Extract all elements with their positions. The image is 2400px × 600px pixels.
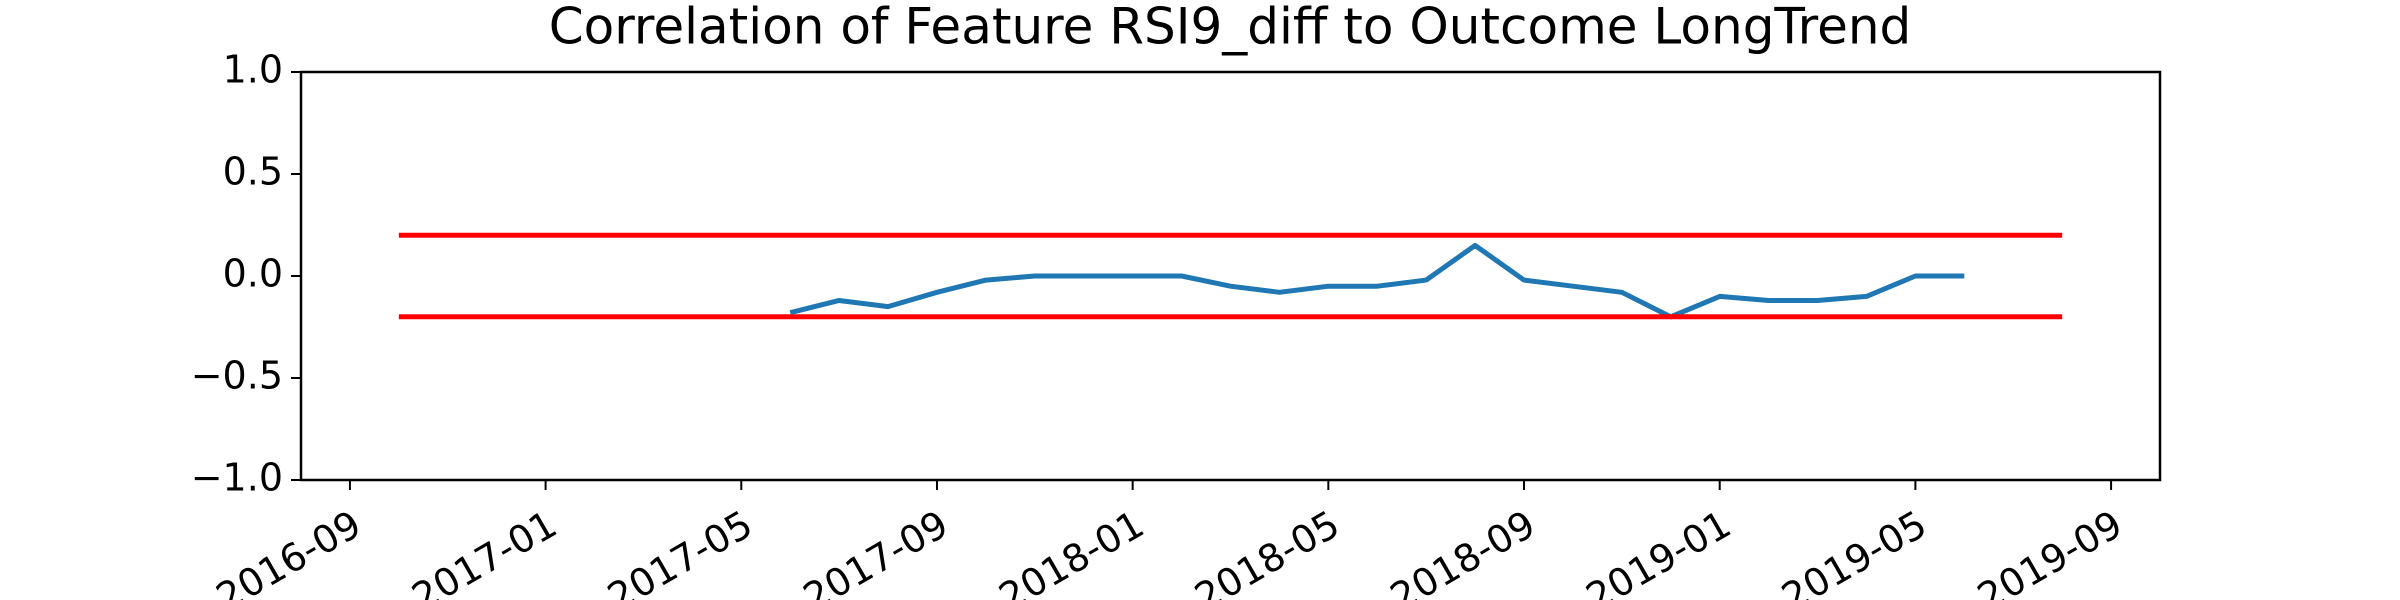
chart-title: Correlation of Feature RSI9_diff to Outc… [549,0,1912,56]
y-tick-label: 1.0 [223,48,283,92]
y-tick-label: −1.0 [191,456,283,500]
plot-frame [299,70,2162,482]
x-tick-label: 2018-01 [992,502,1152,600]
x-tick-label: 2017-09 [796,502,956,600]
x-tick-label: 2017-01 [405,502,565,600]
x-tick-label: 2019-09 [1970,502,2130,600]
y-tick-label: 0.0 [223,252,283,296]
y-tick-label: 0.5 [223,150,283,194]
x-tick-label: 2019-05 [1774,502,1934,600]
x-tick-label: 2017-05 [600,502,760,600]
x-tick-label: 2018-09 [1383,502,1543,600]
x-tick-label: 2018-05 [1187,502,1347,600]
line-series [789,242,1965,320]
y-tick-label: −0.5 [191,354,283,398]
x-tick-label: 2016-09 [209,502,369,600]
x-tick-label: 2019-01 [1579,502,1739,600]
